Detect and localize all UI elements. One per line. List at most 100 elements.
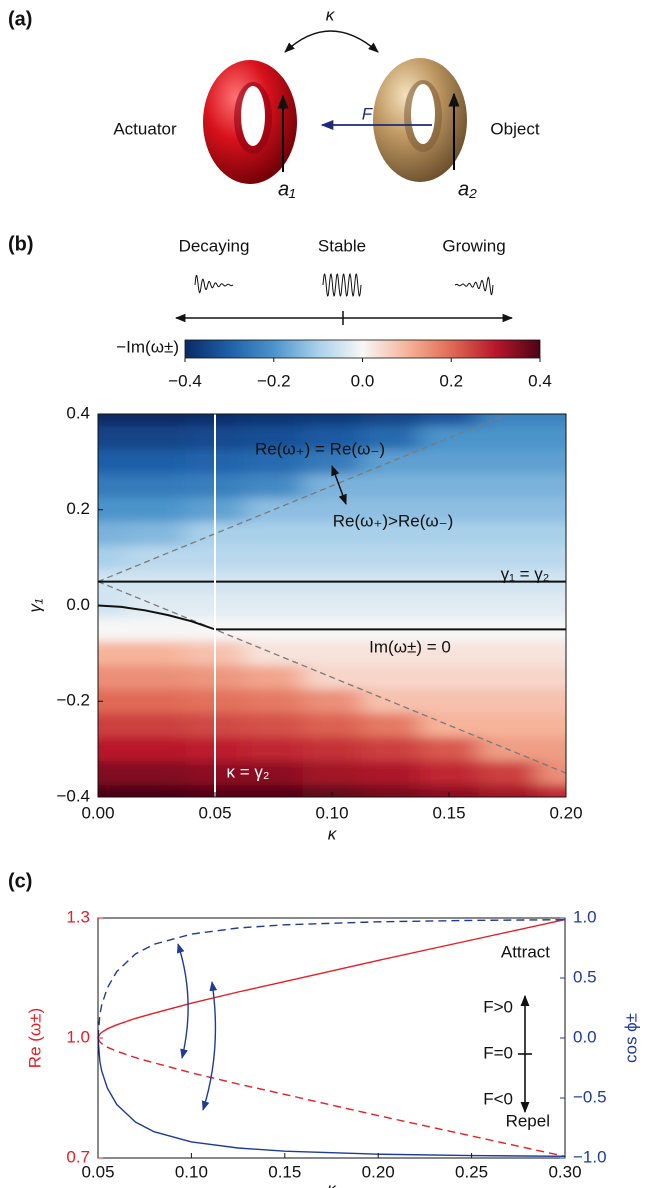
heatmap-cell	[244, 761, 304, 786]
heatmap-cell	[478, 473, 538, 499]
heatmap-cell	[419, 761, 479, 786]
ring-hole	[411, 84, 435, 144]
y2-tick-label: −0.5	[573, 1087, 607, 1106]
heatmap-cell	[302, 521, 362, 547]
colorbar-tick-label: 0.4	[528, 371, 552, 390]
heatmap-cell	[361, 414, 421, 427]
force-label: F	[362, 104, 374, 123]
annotation: F=0	[483, 1043, 513, 1062]
heatmap-cell	[127, 737, 187, 762]
heatmap-cell	[127, 521, 187, 547]
y-tick-label: 0.0	[66, 595, 90, 614]
x-tick-label: 0.30	[548, 1162, 581, 1181]
heatmap-cell	[98, 414, 128, 427]
colorbar-tick-label: 0.0	[351, 371, 375, 390]
heatmap-cell	[536, 593, 566, 618]
heatmap-cell	[127, 473, 187, 499]
heatmap-cell	[419, 521, 479, 547]
y-tick-label: 0.2	[66, 499, 90, 518]
heatmap-cell	[536, 665, 566, 690]
y-tick-label: 1.0	[66, 1027, 90, 1046]
heatmap-cell	[419, 414, 479, 427]
annotation: κ = γ₂	[227, 762, 270, 781]
heatmap-cell	[361, 521, 421, 547]
annotation: Im(ω±) = 0	[369, 637, 451, 656]
heatmap-cell	[478, 545, 538, 571]
heatmap-cell	[361, 665, 421, 690]
colorbar-tick-label: −0.4	[168, 371, 202, 390]
heatmap-cell	[536, 425, 566, 451]
panel-label: (c)	[8, 870, 32, 892]
annotation: F<0	[483, 1089, 513, 1108]
heatmap-cell	[302, 414, 362, 427]
x-axis-label: κ	[328, 824, 338, 843]
heatmap-cell	[302, 593, 362, 618]
regime-label: Growing	[442, 236, 505, 255]
colorbar	[184, 339, 541, 359]
y-tick-label: 0.7	[66, 1147, 90, 1166]
heatmap-cell	[98, 713, 128, 738]
x-tick-label: 0.20	[362, 1162, 395, 1181]
wave-icon	[454, 276, 494, 296]
coupling-arrow	[284, 30, 379, 53]
heatmap-cell	[361, 641, 421, 666]
y-tick-label: 0.4	[66, 403, 90, 422]
heatmap-cell	[419, 449, 479, 475]
wave-icon	[194, 274, 234, 294]
heatmap-cell	[478, 414, 538, 427]
heatmap-cell	[244, 449, 304, 475]
heatmap-cell	[98, 785, 128, 797]
heatmap-cell	[419, 665, 479, 690]
heatmap-cell	[478, 641, 538, 666]
heatmap-cell	[361, 737, 421, 762]
y-axis-label: Re (ω±)	[25, 1008, 44, 1068]
heatmap-cell	[536, 545, 566, 571]
heatmap-cell	[536, 737, 566, 762]
heatmap-cell	[419, 473, 479, 499]
mode-label: a₂	[458, 178, 477, 200]
y2-tick-label: 1.0	[573, 907, 597, 926]
heatmap-cell	[536, 473, 566, 499]
heatmap-cell	[478, 593, 538, 618]
heatmap-cell	[478, 761, 538, 786]
annotation: Attract	[501, 942, 550, 961]
heatmap-cell	[244, 414, 304, 427]
regime-label: Stable	[318, 236, 366, 255]
annotation: γ₁ = γ₂	[501, 564, 550, 583]
heatmap-cell	[478, 521, 538, 547]
x-tick-label: 0.20	[549, 803, 582, 822]
heatmap	[98, 414, 566, 797]
heatmap-cell	[536, 641, 566, 666]
heatmap-cell	[361, 785, 421, 797]
heatmap-cell	[127, 497, 187, 523]
heatmap-cell	[478, 689, 538, 714]
x-tick-label: 0.05	[198, 803, 231, 822]
y-axis-label: γ₁	[25, 599, 44, 613]
heatmap-cell	[302, 545, 362, 571]
heatmap-cell	[536, 449, 566, 475]
annotation: F>0	[483, 997, 513, 1016]
heatmap-cell	[478, 425, 538, 451]
plot-frame	[97, 917, 566, 1159]
heatmap-cell	[536, 521, 566, 547]
heatmap-cell	[127, 689, 187, 714]
y2-axis-label: cos ϕ±	[621, 1013, 640, 1063]
heatmap-cell	[127, 641, 187, 666]
boundary-line	[98, 580, 566, 774]
regime-label: Decaying	[179, 236, 250, 255]
annotation: Re(ω₊)>Re(ω₋)	[333, 511, 454, 530]
heatmap-cell	[244, 473, 304, 499]
heatmap-cell	[536, 761, 566, 786]
heatmap-cell	[98, 761, 128, 786]
heatmap-cell	[419, 641, 479, 666]
colorbar-tick-label: −0.2	[257, 371, 291, 390]
y-tick-label: −0.4	[56, 786, 90, 805]
heatmap-cell	[244, 545, 304, 571]
x-axis-label: κ	[327, 1179, 337, 1188]
heatmap-cell	[361, 497, 421, 523]
heatmap-cell	[244, 713, 304, 738]
mode-swap-arrow	[176, 943, 189, 1059]
colorbar-label: −Im(ω±)	[116, 337, 179, 356]
heatmap-cell	[98, 617, 128, 642]
heatmap-cell	[127, 449, 187, 475]
